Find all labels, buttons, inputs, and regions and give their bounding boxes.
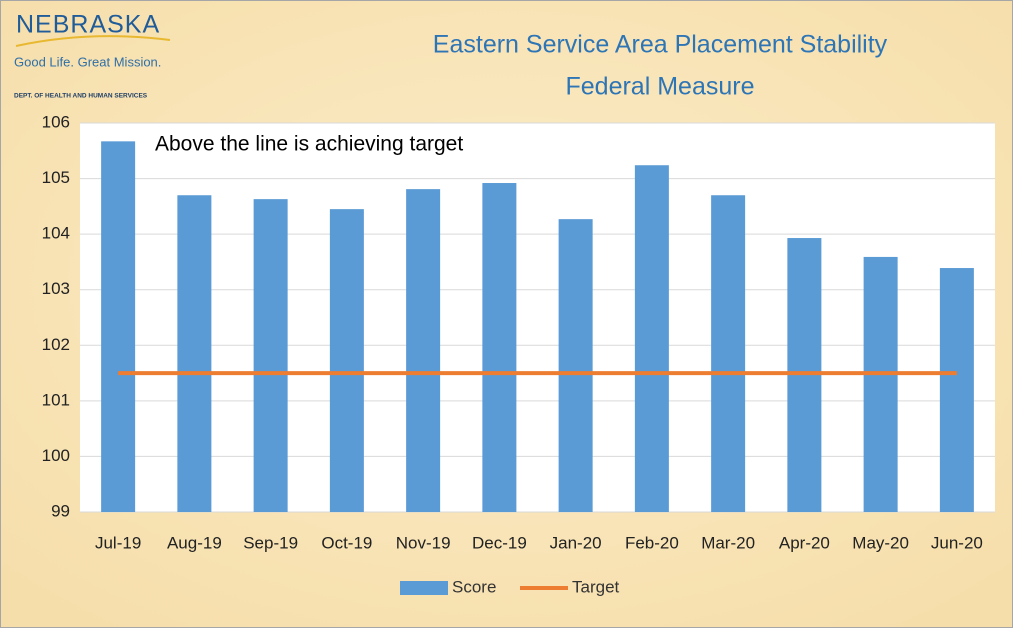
legend-label: Target [572, 577, 620, 596]
bar [101, 141, 136, 513]
x-tick-label: Oct-19 [321, 533, 372, 552]
x-tick-label: Sep-19 [243, 533, 298, 552]
x-tick-label: Nov-19 [396, 533, 451, 552]
bar [253, 199, 288, 512]
y-tick-label: 101 [42, 390, 70, 409]
x-tick-label: Apr-20 [779, 533, 830, 552]
logo-department: DEPT. OF HEALTH AND HUMAN SERVICES [14, 93, 148, 100]
bar [939, 268, 974, 512]
legend-label: Score [452, 577, 496, 596]
bar [558, 219, 593, 513]
logo-tagline: Good Life. Great Mission. [14, 54, 161, 69]
chart-title: Federal Measure [566, 73, 755, 101]
bar [177, 195, 212, 512]
y-tick-label: 99 [51, 501, 70, 520]
legend-swatch [400, 581, 448, 595]
bar [482, 183, 517, 512]
bar [329, 209, 364, 512]
x-tick-label: Mar-20 [701, 533, 755, 552]
y-tick-label: 100 [42, 446, 70, 465]
y-tick-label: 103 [42, 279, 70, 298]
logo-swoosh [15, 35, 171, 47]
bar [711, 195, 746, 512]
y-tick-label: 106 [42, 112, 70, 131]
x-tick-label: Jul-19 [95, 533, 141, 552]
x-tick-label: Dec-19 [472, 533, 527, 552]
logo-name: NEBRASKA [16, 11, 160, 39]
x-tick-label: Jan-20 [550, 533, 602, 552]
plot-area [80, 123, 995, 512]
bar [406, 189, 441, 512]
y-tick-label: 105 [42, 168, 70, 187]
y-tick-label: 104 [42, 224, 70, 243]
x-tick-label: Feb-20 [625, 533, 679, 552]
bar [634, 165, 669, 512]
annotation: Above the line is achieving target [155, 133, 463, 156]
y-tick-label: 102 [42, 335, 70, 354]
x-tick-label: Aug-19 [167, 533, 222, 552]
x-tick-label: May-20 [852, 533, 909, 552]
chart-title: Eastern Service Area Placement Stability [433, 31, 888, 59]
x-tick-label: Jun-20 [931, 533, 983, 552]
bar [863, 256, 898, 512]
